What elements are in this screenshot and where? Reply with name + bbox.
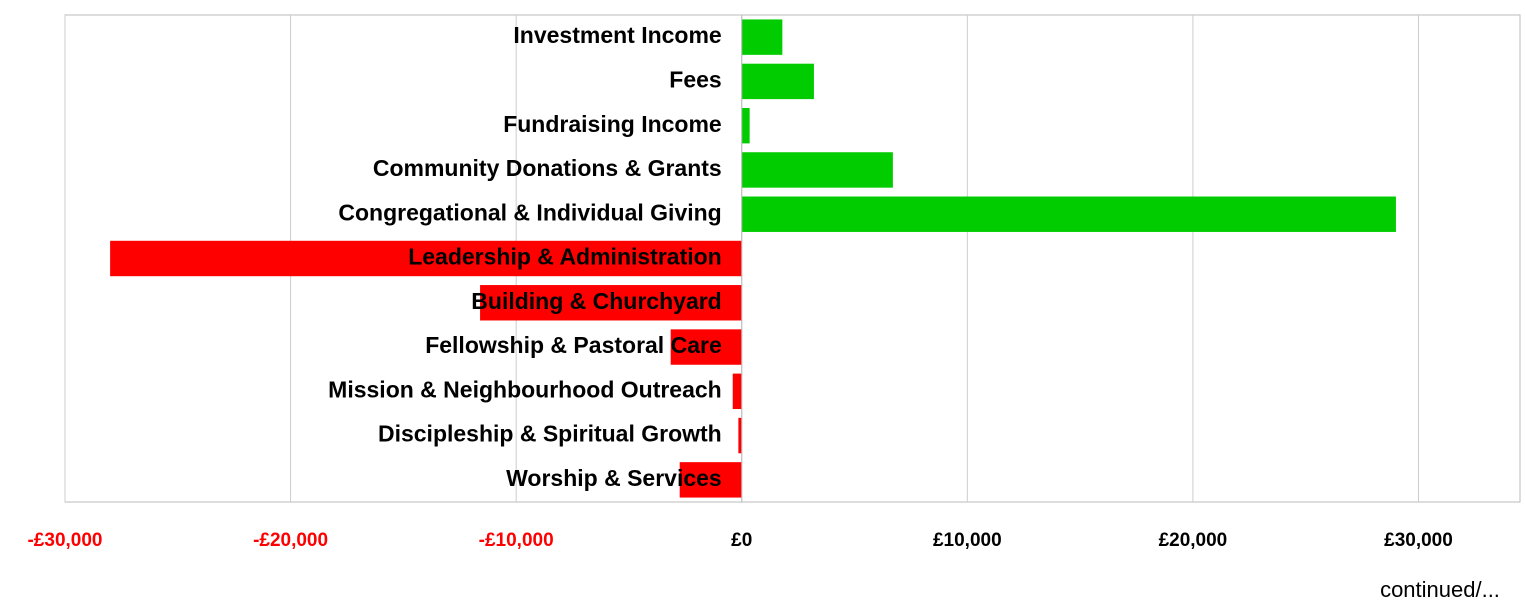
x-tick-label: -£30,000 xyxy=(27,530,102,551)
category-label: Fees xyxy=(669,66,721,92)
annotation: continued/... xyxy=(1380,577,1500,600)
bar xyxy=(679,462,742,498)
x-tick-label: £30,000 xyxy=(1384,530,1453,551)
bar xyxy=(732,373,742,410)
bar xyxy=(670,329,742,365)
category-label: Mission & Neighbourhood Outreach xyxy=(328,376,722,402)
category-label: Leadership & Administration xyxy=(408,244,722,270)
bar xyxy=(741,19,783,55)
category-label: Fundraising Income xyxy=(503,111,722,137)
bar xyxy=(741,152,893,188)
x-tick-label: £10,000 xyxy=(933,530,1002,551)
category-label: Worship & Services xyxy=(506,465,722,491)
bar xyxy=(741,196,1396,232)
bar xyxy=(480,285,742,321)
x-tick-label: -£20,000 xyxy=(253,530,328,551)
x-tick-label: £0 xyxy=(731,530,752,551)
category-label: Congregational & Individual Giving xyxy=(338,199,721,225)
x-tick-label: -£10,000 xyxy=(479,530,554,551)
category-label: Discipleship & Spiritual Growth xyxy=(378,421,722,447)
category-label: Building & Churchyard xyxy=(471,288,721,314)
bar xyxy=(741,107,750,144)
category-label: Investment Income xyxy=(513,22,721,48)
bar xyxy=(110,240,742,277)
bar xyxy=(741,63,814,100)
x-tick-label: £20,000 xyxy=(1159,530,1228,551)
bar xyxy=(738,417,742,454)
category-label: Fellowship & Pastoral Care xyxy=(425,332,722,358)
category-label: Community Donations & Grants xyxy=(373,155,722,181)
